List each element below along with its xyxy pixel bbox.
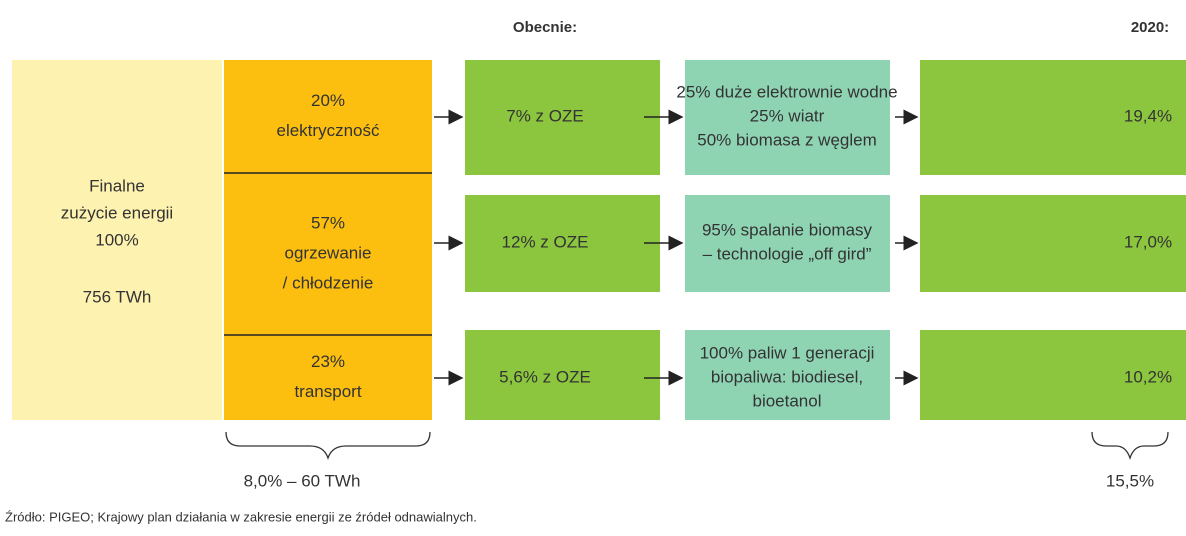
sources-line: bioetanol [752, 391, 821, 410]
target-box [920, 330, 1186, 420]
sector-share: 23% [311, 352, 345, 371]
brace [1091, 431, 1169, 461]
current-box [465, 330, 660, 420]
total-line: 100% [95, 230, 138, 249]
sources-line: – technologie „off gird” [703, 244, 872, 263]
current-label: 12% z OZE [502, 232, 589, 251]
total-line: Finalne [89, 176, 145, 195]
current-label: 5,6% z OZE [499, 367, 591, 386]
current-box [465, 195, 660, 292]
sources-line: 50% biomasa z węglem [697, 130, 877, 149]
target-box [920, 60, 1186, 175]
sources-line: 100% paliw 1 generacji [700, 343, 875, 362]
sources-line: 95% spalanie biomasy [702, 220, 873, 239]
current-label: 7% z OZE [506, 106, 583, 125]
sector-name: transport [294, 382, 361, 401]
target-box [920, 195, 1186, 292]
brace [225, 431, 431, 461]
sources-line: 25% wiatr [750, 106, 825, 125]
brace-right-label: 15,5% [1106, 471, 1154, 490]
header-target: 2020: [1131, 19, 1169, 36]
total-amount: 756 TWh [83, 287, 152, 306]
total-line: zużycie energii [61, 203, 173, 222]
source-note: Źródło: PIGEO; Krajowy plan działania w … [5, 509, 477, 524]
sources-box [685, 60, 890, 175]
sector-box [224, 60, 432, 420]
target-label: 17,0% [1124, 232, 1172, 251]
sector-share: 57% [311, 213, 345, 232]
target-label: 19,4% [1124, 106, 1172, 125]
sources-line: biopaliwa: biodiesel, [711, 367, 863, 386]
sources-box [685, 330, 890, 420]
brace-left-label: 8,0% – 60 TWh [244, 471, 361, 490]
sector-name: / chłodzenie [283, 273, 374, 292]
sources-line: 25% duże elektrownie wodne [676, 82, 897, 101]
sector-share: 20% [311, 91, 345, 110]
sector-name: elektryczność [277, 121, 380, 140]
target-label: 10,2% [1124, 367, 1172, 386]
sector-name: ogrzewanie [285, 243, 372, 262]
sources-box [685, 195, 890, 292]
total-box [12, 60, 222, 420]
header-current: Obecnie: [513, 19, 577, 36]
current-box [465, 60, 660, 175]
